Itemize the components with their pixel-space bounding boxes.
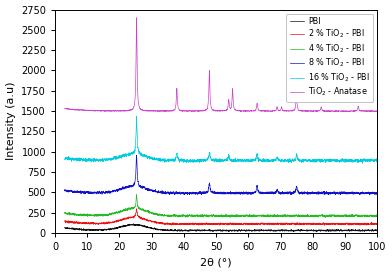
X-axis label: 2θ (°): 2θ (°) — [200, 257, 232, 268]
TiO$_2$ - Anatase — [62, 107, 67, 110]
TiO$_2$ - Anatase — [375, 110, 379, 113]
16 % TiO$_2$ - PBI — [375, 158, 379, 161]
TiO$_2$ - Anatase — [294, 93, 299, 97]
2 % TiO$_2$ - PBI — [261, 222, 266, 226]
TiO$_2$ - Anatase — [176, 104, 180, 107]
2 % TiO$_2$ - PBI — [294, 223, 299, 226]
4 % TiO$_2$ - PBI — [78, 212, 83, 215]
TiO$_2$ - Anatase — [247, 109, 252, 113]
PBI — [131, 222, 136, 225]
8 % TiO$_2$ - PBI — [62, 189, 67, 192]
Line: 8 % TiO$_2$ - PBI: 8 % TiO$_2$ - PBI — [65, 155, 377, 195]
PBI — [62, 226, 67, 229]
2 % TiO$_2$ - PBI — [247, 222, 252, 225]
16 % TiO$_2$ - PBI — [360, 162, 365, 165]
PBI — [176, 229, 180, 232]
16 % TiO$_2$ - PBI — [134, 115, 139, 118]
8 % TiO$_2$ - PBI — [294, 186, 299, 189]
8 % TiO$_2$ - PBI — [78, 189, 83, 192]
2 % TiO$_2$ - PBI — [322, 224, 327, 227]
16 % TiO$_2$ - PBI — [294, 152, 299, 156]
4 % TiO$_2$ - PBI — [247, 213, 252, 217]
Line: 4 % TiO$_2$ - PBI: 4 % TiO$_2$ - PBI — [65, 195, 377, 217]
TiO$_2$ - Anatase — [325, 110, 330, 113]
2 % TiO$_2$ - PBI — [176, 223, 180, 226]
4 % TiO$_2$ - PBI — [375, 214, 379, 217]
8 % TiO$_2$ - PBI — [134, 153, 139, 157]
8 % TiO$_2$ - PBI — [176, 191, 180, 195]
Line: 16 % TiO$_2$ - PBI: 16 % TiO$_2$ - PBI — [65, 116, 377, 163]
PBI — [375, 228, 379, 231]
TiO$_2$ - Anatase — [261, 109, 266, 112]
Legend: PBI, 2 % TiO$_2$ - PBI, 4 % TiO$_2$ - PBI, 8 % TiO$_2$ - PBI, 16 % TiO$_2$ - PBI: PBI, 2 % TiO$_2$ - PBI, 4 % TiO$_2$ - PB… — [286, 14, 373, 102]
4 % TiO$_2$ - PBI — [323, 216, 328, 219]
2 % TiO$_2$ - PBI — [134, 207, 139, 210]
4 % TiO$_2$ - PBI — [62, 211, 67, 215]
2 % TiO$_2$ - PBI — [311, 222, 316, 226]
8 % TiO$_2$ - PBI — [261, 191, 266, 195]
TiO$_2$ - Anatase — [78, 108, 83, 111]
4 % TiO$_2$ - PBI — [261, 214, 266, 217]
PBI — [291, 230, 296, 233]
16 % TiO$_2$ - PBI — [261, 158, 266, 161]
8 % TiO$_2$ - PBI — [367, 193, 372, 197]
PBI — [311, 229, 316, 233]
16 % TiO$_2$ - PBI — [78, 159, 83, 162]
PBI — [261, 229, 266, 232]
2 % TiO$_2$ - PBI — [375, 222, 379, 225]
4 % TiO$_2$ - PBI — [311, 215, 316, 218]
TiO$_2$ - Anatase — [134, 16, 139, 19]
Line: PBI: PBI — [65, 224, 377, 232]
PBI — [78, 228, 83, 231]
4 % TiO$_2$ - PBI — [176, 214, 180, 217]
Line: TiO$_2$ - Anatase: TiO$_2$ - Anatase — [65, 18, 377, 112]
2 % TiO$_2$ - PBI — [78, 221, 83, 224]
16 % TiO$_2$ - PBI — [311, 158, 316, 162]
PBI — [294, 229, 299, 233]
16 % TiO$_2$ - PBI — [62, 157, 67, 160]
8 % TiO$_2$ - PBI — [375, 191, 379, 194]
2 % TiO$_2$ - PBI — [62, 220, 67, 223]
8 % TiO$_2$ - PBI — [311, 191, 316, 194]
Y-axis label: Intensity (a.u): Intensity (a.u) — [5, 82, 16, 161]
PBI — [247, 229, 252, 232]
16 % TiO$_2$ - PBI — [247, 159, 252, 163]
4 % TiO$_2$ - PBI — [294, 213, 299, 216]
Line: 2 % TiO$_2$ - PBI: 2 % TiO$_2$ - PBI — [65, 209, 377, 225]
TiO$_2$ - Anatase — [311, 109, 316, 112]
16 % TiO$_2$ - PBI — [176, 156, 180, 159]
8 % TiO$_2$ - PBI — [247, 192, 252, 195]
4 % TiO$_2$ - PBI — [134, 193, 139, 196]
